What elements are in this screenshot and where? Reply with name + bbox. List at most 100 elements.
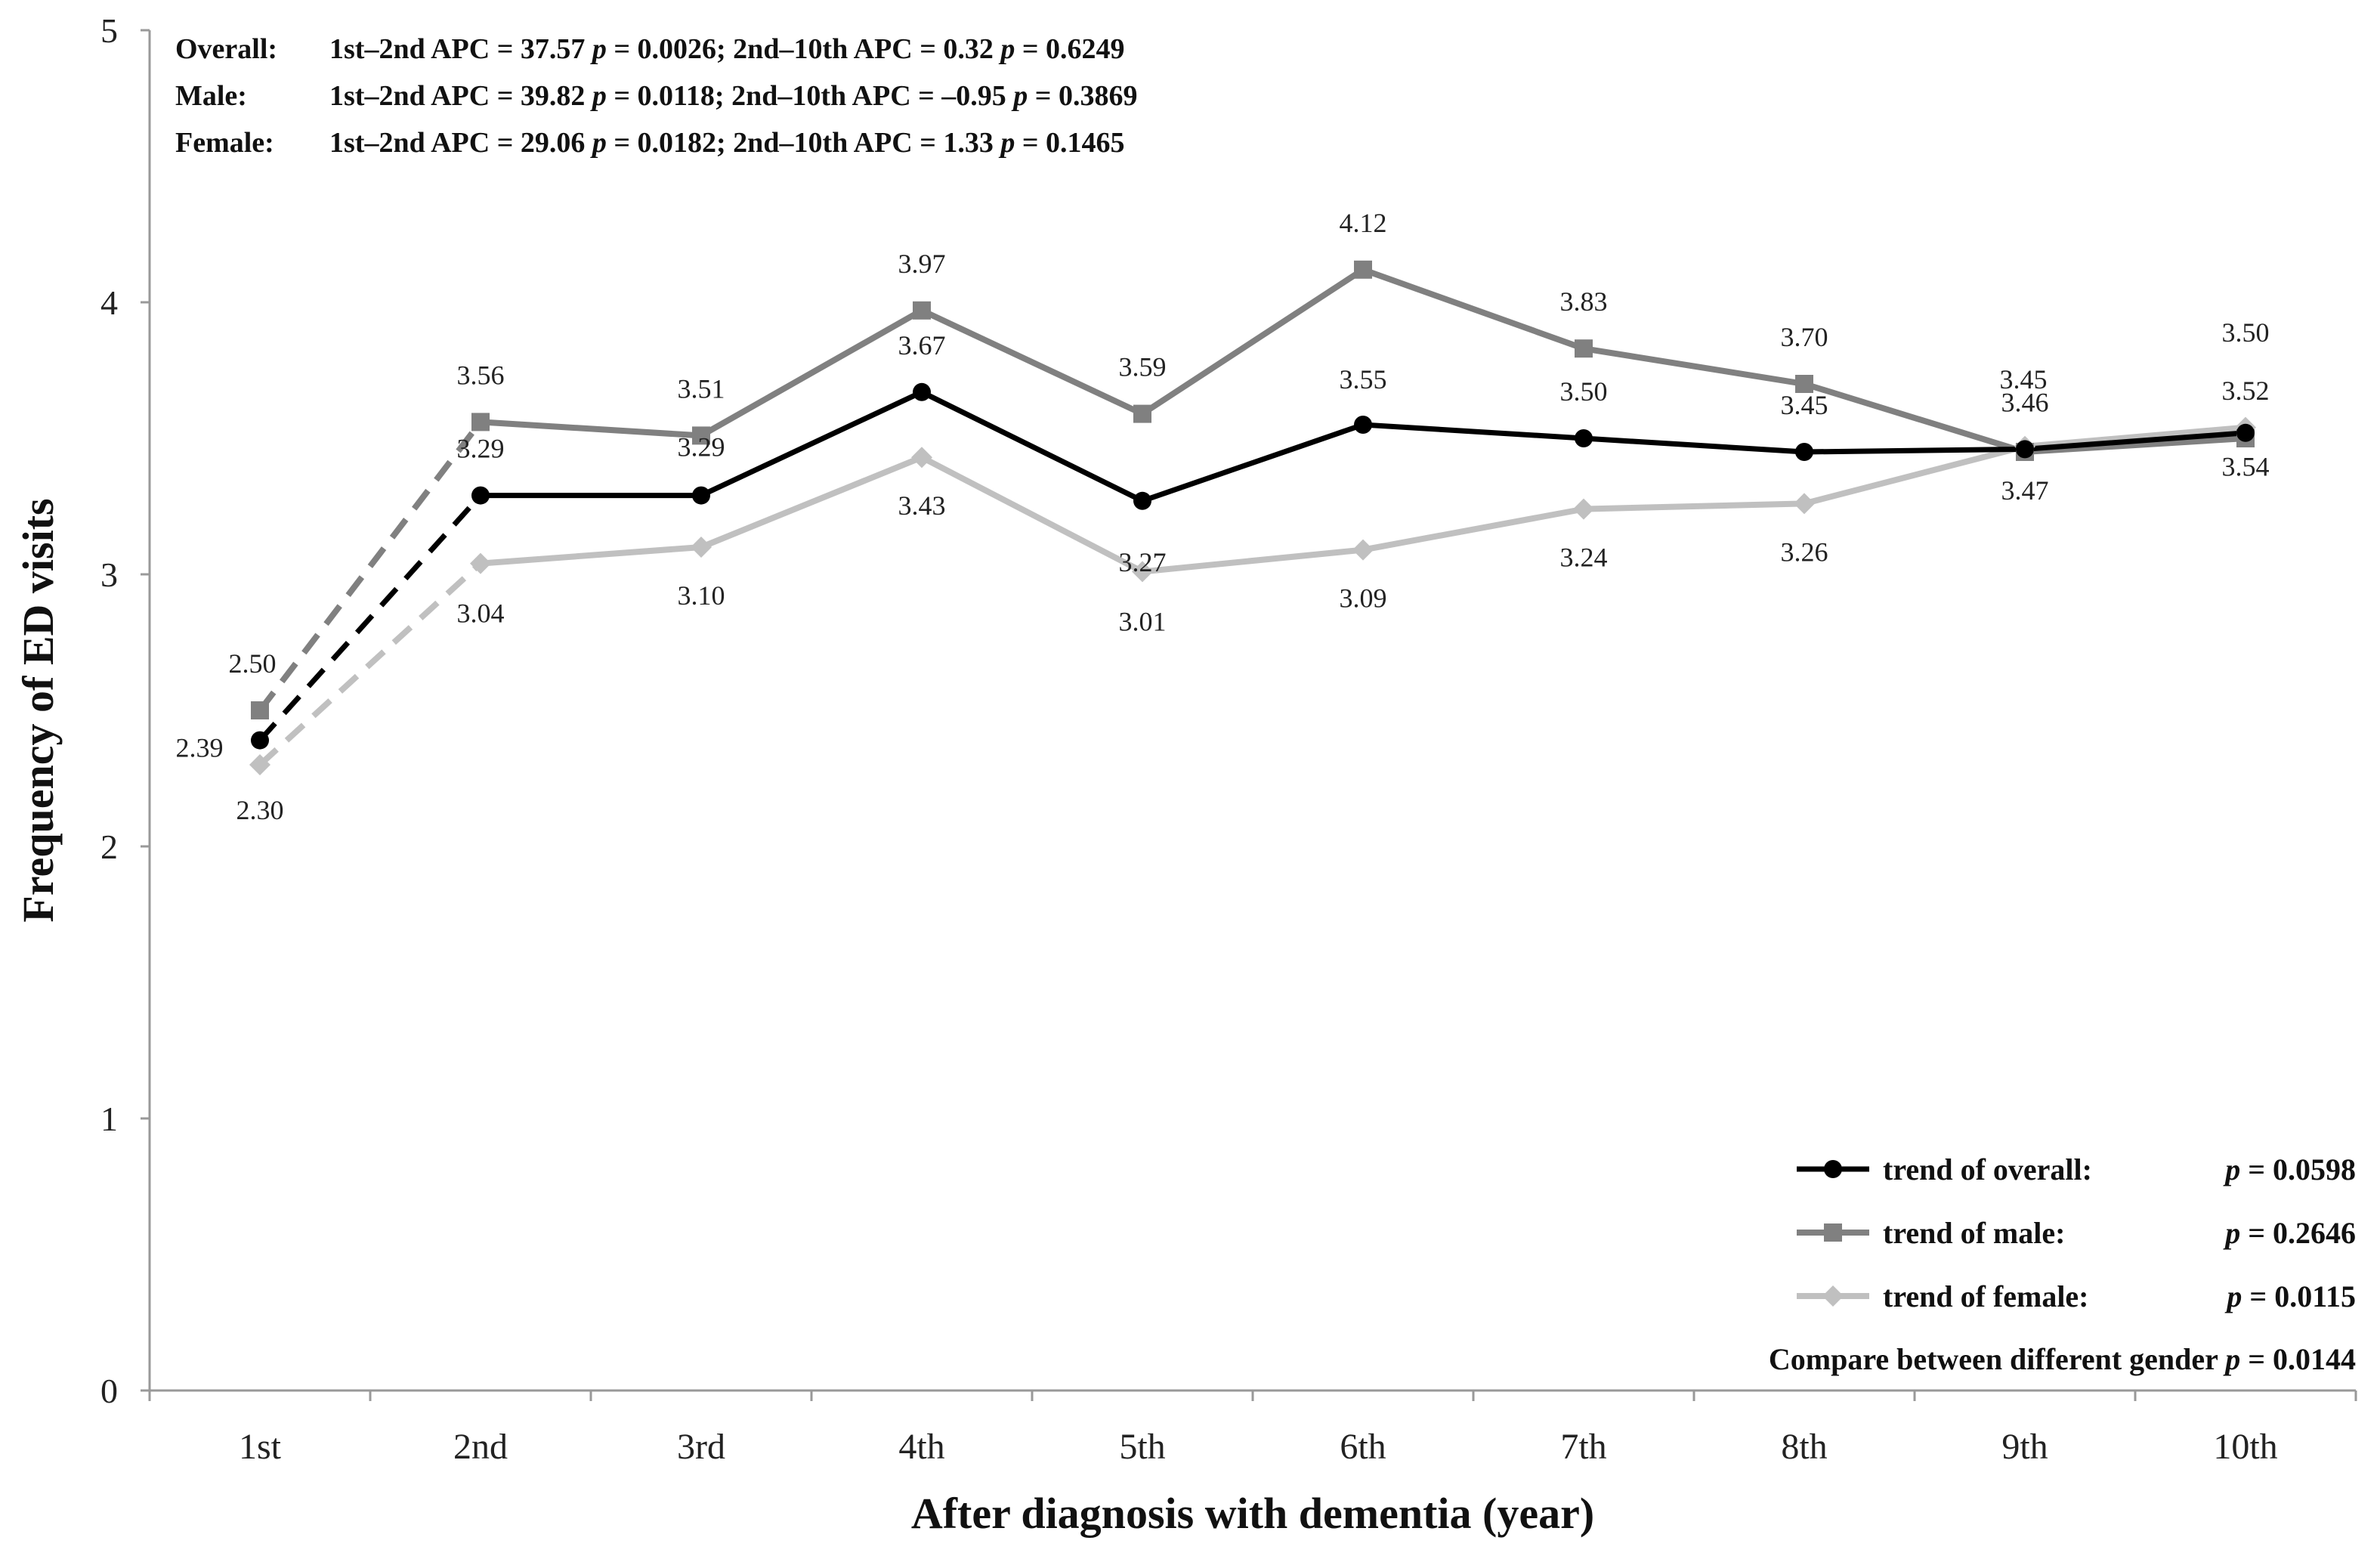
compare-gender-note: Compare between different gender p = 0.0… [1769, 1342, 2356, 1376]
x-tick-label: 7th [1560, 1427, 1606, 1467]
data-label-male: 3.56 [457, 360, 505, 390]
data-label-female: 3.26 [1781, 537, 1828, 567]
series-male-point [1354, 260, 1372, 279]
apc-annotations: Overall: 1st–2nd APC = 37.57 p = 0.0026; … [175, 33, 1137, 159]
data-label-female: 3.04 [457, 599, 505, 629]
data-label-female: 3.09 [1340, 583, 1387, 614]
legend-overall-swatch-marker [1824, 1160, 1842, 1178]
x-tick-label: 1st [239, 1427, 282, 1467]
data-label-male: 3.50 [2222, 317, 2270, 348]
x-tick-label: 10th [2213, 1427, 2277, 1467]
annotation-seg1: 1st–2nd APC = 37.57 [329, 33, 592, 65]
series-female-point [691, 537, 712, 558]
data-label-overall: 3.29 [457, 434, 505, 464]
series-male-dashed-segment [257, 419, 484, 713]
legend-male-label: trend of male: [1883, 1216, 2065, 1250]
x-ticks: 1st 2nd 3rd 4th 5th 6th 7th 8th 9th 10th [148, 1391, 2357, 1467]
legend-overall-label: trend of overall: [1883, 1152, 2092, 1186]
y-ticks: 0 1 2 3 4 5 [100, 11, 150, 1410]
series-female-dashed-segment [258, 561, 483, 767]
legend-p-value: = 0.2646 [2248, 1216, 2356, 1250]
series-female-point [1573, 498, 1594, 520]
series-overall-point [471, 486, 490, 505]
data-label-overall: 3.50 [1560, 376, 1608, 407]
x-tick-label: 3rd [677, 1427, 725, 1467]
data-label-female: 3.54 [2222, 452, 2270, 482]
annotation-row: Female: 1st–2nd APC = 29.06 p = 0.0182; 2… [175, 127, 1125, 159]
y-tick-label: 2 [100, 827, 118, 866]
series-female-point [1794, 493, 1815, 515]
y-tick-label: 5 [100, 11, 118, 50]
legend-p-symbol: p [2224, 1279, 2249, 1313]
data-label-overall: 2.39 [176, 733, 224, 763]
annotation-p-symbol: p [998, 127, 1022, 159]
data-label-overall: 3.52 [2222, 376, 2270, 406]
data-label-overall: 3.29 [678, 432, 725, 462]
series-markers [249, 260, 2256, 775]
series-overall-point [251, 731, 269, 750]
legend-overall-p: p = 0.0598 [2223, 1152, 2356, 1186]
legend-male-p: p = 0.2646 [2223, 1216, 2356, 1250]
x-tick-label: 8th [1781, 1427, 1827, 1467]
x-tick-label: 4th [898, 1427, 944, 1467]
series-female-point [1352, 539, 1374, 561]
data-label-female: 2.30 [236, 795, 284, 825]
y-axis-title: Frequency of ED visits [14, 498, 63, 922]
annotation-p-symbol: p [590, 127, 614, 159]
data-label-overall: 3.46 [2001, 387, 2049, 417]
data-label-male: 3.70 [1781, 322, 1828, 352]
data-label-male: 3.51 [678, 373, 725, 404]
annotation-p1: = 0.0118; 2nd–10th APC = –0.95 [614, 80, 1013, 112]
series-male-point [692, 426, 710, 445]
series-overall-point [2016, 440, 2034, 459]
annotation-group: Male: [175, 80, 247, 112]
data-label-female: 3.47 [2001, 475, 2049, 506]
legend: trend of overall: p = 0.0598 trend of male… [1769, 1152, 2356, 1376]
data-label-male: 3.83 [1560, 286, 1608, 317]
data-label-female: 3.24 [1560, 543, 1608, 573]
x-tick-label: 5th [1119, 1427, 1165, 1467]
series-male-point [913, 301, 931, 320]
series-female-point [470, 552, 491, 574]
x-tick-label: 2nd [453, 1427, 508, 1467]
data-labels: 2.50 3.56 3.51 3.97 3.59 4.12 3.83 3.70 3.45 3.50… [176, 208, 2270, 825]
data-label-overall: 3.27 [1119, 547, 1167, 577]
annotation-p-symbol: p [1011, 80, 1035, 112]
annotation-group: Overall: [175, 33, 277, 65]
x-tick-label: 9th [2001, 1427, 2048, 1467]
series-overall-point [2236, 423, 2255, 442]
annotation-group: Female: [175, 127, 274, 159]
series-female-point [249, 754, 270, 775]
annotation-p1: = 0.0026; 2nd–10th APC = 0.32 [614, 33, 1000, 65]
data-label-female: 3.43 [898, 490, 946, 521]
annotation-p-symbol: p [590, 33, 614, 65]
data-label-male: 3.97 [898, 249, 946, 279]
y-tick-label: 4 [100, 283, 118, 322]
annotation-seg1: 1st–2nd APC = 39.82 [329, 80, 592, 112]
series-overall-point [1795, 443, 1813, 461]
annotation-p2: = 0.3869 [1035, 80, 1138, 112]
annotation-seg1: 1st–2nd APC = 29.06 [329, 127, 592, 159]
annotation-row: Male: 1st–2nd APC = 39.82 p = 0.0118; 2nd… [175, 80, 1137, 112]
series-overall-point [692, 486, 710, 505]
axes [148, 30, 2356, 1392]
series-female-point [911, 447, 932, 469]
annotation-p1: = 0.0182; 2nd–10th APC = 1.33 [614, 127, 1000, 159]
data-label-male: 4.12 [1340, 208, 1387, 238]
annotation-p2: = 0.6249 [1022, 33, 1125, 65]
legend-female-p: p = 0.0115 [2224, 1279, 2356, 1313]
annotation-row: Overall: 1st–2nd APC = 37.57 p = 0.0026; … [175, 33, 1125, 65]
series-male-point [471, 413, 490, 432]
x-tick-label: 6th [1340, 1427, 1386, 1467]
y-tick-label: 3 [100, 555, 118, 594]
series-female-point [1132, 561, 1153, 583]
legend-male-swatch-marker [1824, 1223, 1842, 1242]
data-label-male: 3.45 [2000, 364, 2048, 394]
series-male-point [251, 701, 269, 719]
series-overall-point [1133, 491, 1151, 510]
legend-p-value: = 0.0115 [2249, 1279, 2356, 1313]
compare-text: Compare between different gender [1769, 1342, 2225, 1376]
data-label-male: 2.50 [229, 648, 277, 679]
legend-female-swatch-marker [1822, 1285, 1844, 1307]
